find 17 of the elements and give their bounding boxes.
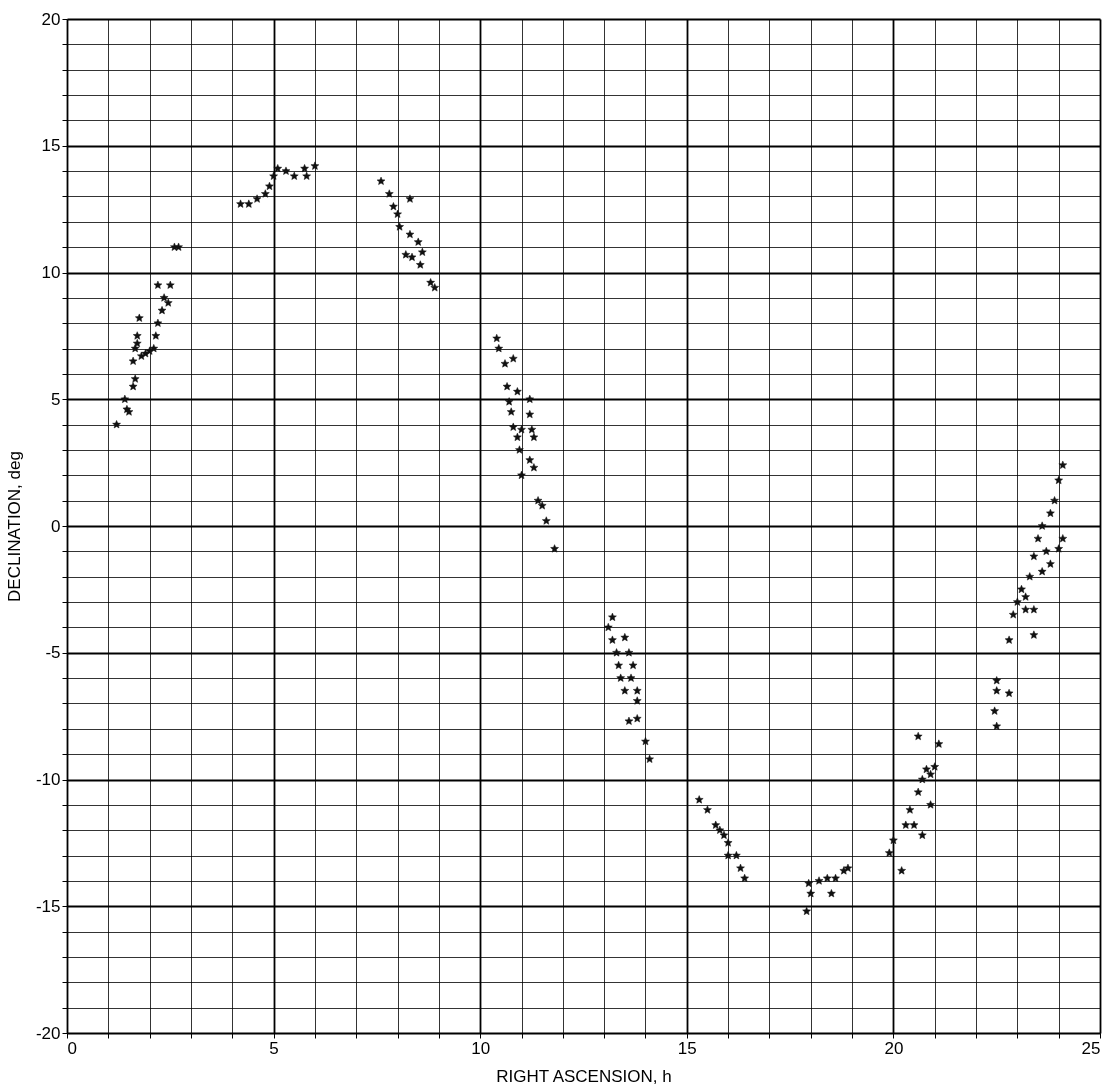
y-tick-label: 5 [51, 389, 61, 409]
x-tick-label: 20 [884, 1038, 904, 1058]
y-tick-label: 10 [41, 263, 61, 282]
y-axis-title: DECLINATION, deg [4, 451, 24, 602]
y-tick-label: -20 [35, 1023, 61, 1043]
y-tick-label: -10 [35, 770, 61, 789]
y-tick-label: -15 [35, 896, 61, 916]
y-tick-label: 0 [51, 516, 61, 536]
y-tick-label: -5 [45, 643, 61, 663]
x-axis-title: RIGHT ASCENSION, h [496, 1066, 672, 1086]
x-tick-label: 10 [471, 1038, 491, 1058]
y-tick-label: 20 [41, 9, 61, 29]
y-tick-label: 15 [41, 136, 61, 156]
x-tick-label: 25 [1081, 1038, 1101, 1058]
x-tick-label: 5 [269, 1038, 279, 1058]
x-tick-label: 15 [677, 1038, 697, 1058]
x-tick-label: 0 [67, 1038, 77, 1058]
